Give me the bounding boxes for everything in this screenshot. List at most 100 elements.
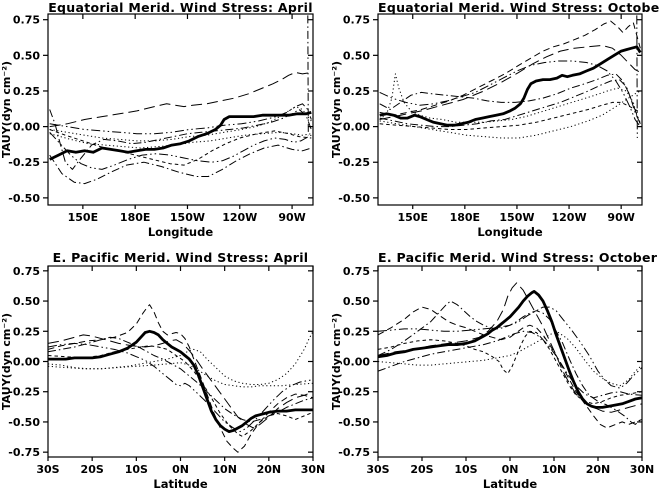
x-tick-label: 0N [502,463,519,476]
y-tick-label: 0.25 [343,325,370,338]
y-tick-label: 0.75 [13,14,40,27]
series-model-1 [48,304,313,453]
x-tick-label: 10N [212,463,237,476]
y-tick-label: 0.00 [13,121,40,134]
x-tick-label: 150W [170,211,205,224]
panel-equatorial-october: 150E 180E 150W 120W 90W 0.75 0.50 0.25 0.00 -0.25… [330,0,659,244]
x-tick-label: 30S [366,463,389,476]
series-group [48,304,313,453]
panel-epacific-october: 30S 20S 10S 0N 10N 20N 30N 0.75 0.50 0.25 0.00 -0.2… [330,244,659,488]
y-tick-label: 0.00 [13,356,40,369]
y-tick-label: 0.50 [13,49,40,62]
series-model-8 [379,79,641,128]
y-tick-label: -0.50 [338,192,370,205]
series-model-7 [48,345,313,437]
x-tick-label: 30N [301,463,326,476]
x-tick-label: 0N [172,463,189,476]
y-tick-label: -0.25 [8,386,40,399]
y-tick-label: 0.50 [13,295,40,308]
series-model-3 [379,60,641,127]
y-axis-label: TAUY(dyn cm⁻²) [0,313,13,410]
y-axis-label: TAUY(dyn cm⁻²) [0,61,13,158]
x-axis-label: Latitude [153,477,207,488]
x-tick-label: 120W [222,211,257,224]
series-model-4 [378,332,642,387]
series-model-3 [48,362,313,388]
x-tick-label: 150E [68,211,98,224]
x-tick-label: 180E [450,211,480,224]
y-tick-label: 0.25 [13,85,40,98]
y-tick-label: -0.50 [8,416,40,429]
x-tick-label: 20S [410,463,433,476]
panel-epacific-april: 30S 20S 10S 0N 10N 20N 30N 0.75 0.50 0.25 0.00 -0.2… [0,244,330,488]
series-observed [49,111,312,161]
series-model-2 [49,131,312,170]
y-tick-label: -0.75 [338,446,370,459]
x-tick-label: 10N [542,463,567,476]
chart-equatorial-october: 150E 180E 150W 120W 90W 0.75 0.50 0.25 0.00 -0.25… [330,13,643,239]
x-tick-label: 10S [454,463,477,476]
x-tick-label: 30S [36,463,59,476]
x-tick-label: 20S [81,463,104,476]
series-model-spike [307,15,309,136]
x-tick-label: 180E [120,211,150,224]
x-axis-label: Latitude [483,477,537,488]
series-model-5 [379,73,641,125]
series-model-2 [378,306,642,429]
y-tick-label: -0.25 [338,386,370,399]
chart-title: Equatorial Merid. Wind Stress: April [48,0,313,15]
y-tick-label: 0.00 [343,356,370,369]
series-model-5 [378,330,642,405]
series-model-3 [378,306,642,389]
series-model-5 [49,131,312,149]
series-model-1 [49,71,312,128]
x-tick-label: 20N [586,463,611,476]
series-group [49,15,312,185]
plot-border [47,265,314,458]
x-tick-label: 10S [125,463,148,476]
x-tick-label: 90W [278,211,305,224]
chart-epacific-april: 30S 20S 10S 0N 10N 20N 30N 0.75 0.50 0.25 0.00 -0.2… [0,265,326,488]
series-model-4 [48,336,313,423]
series-model-2 [48,331,313,385]
y-tick-label: 0.25 [13,325,40,338]
series-observed [378,290,642,409]
series-model-1 [379,20,641,116]
series-group [379,15,642,139]
x-tick-label: 30N [630,463,655,476]
series-model-1 [378,300,642,425]
series-model-4 [379,73,641,123]
x-tick-label: 150E [397,211,427,224]
chart-epacific-october: 30S 20S 10S 0N 10N 20N 30N 0.75 0.50 0.25 0.00 -0.2… [330,265,655,488]
series-group [378,282,642,429]
series-model-5 [48,342,313,433]
x-axis-label: Longitude [477,225,543,239]
chart-title: Equatorial Merid. Wind Stress: October [378,0,659,15]
x-axis-label: Longitude [148,225,214,239]
series-model-7 [379,90,641,139]
series-model-4 [49,106,312,142]
x-tick-label: 150W [499,211,534,224]
y-tick-label: -0.75 [8,446,40,459]
chart-title: E. Pacific Merid. Wind Stress: April [52,250,309,265]
plot-border [47,13,314,206]
y-tick-label: 0.75 [343,14,370,27]
y-tick-label: -0.25 [8,156,40,169]
y-axis-label: TAUY(dyn cm⁻²) [330,61,343,158]
series-model-6 [378,282,642,413]
chart-title: E. Pacific Merid. Wind Stress: October [378,250,658,265]
y-tick-label: 0.75 [343,265,370,278]
plot-border [377,13,643,206]
series-observed [48,329,313,434]
series-model-6 [379,101,641,130]
series-model-6 [48,334,313,429]
y-tick-label: 0.25 [343,85,370,98]
plot-border [377,265,643,458]
series-model-2 [379,44,641,120]
y-tick-label: -0.50 [8,192,40,205]
x-tick-label: 90W [607,211,634,224]
series-observed [379,45,642,127]
y-tick-label: -0.25 [338,156,370,169]
panel-equatorial-april: 150E 180E 150W 120W 90W 0.75 0.50 0.25 0.00 -0.25… [0,0,330,244]
